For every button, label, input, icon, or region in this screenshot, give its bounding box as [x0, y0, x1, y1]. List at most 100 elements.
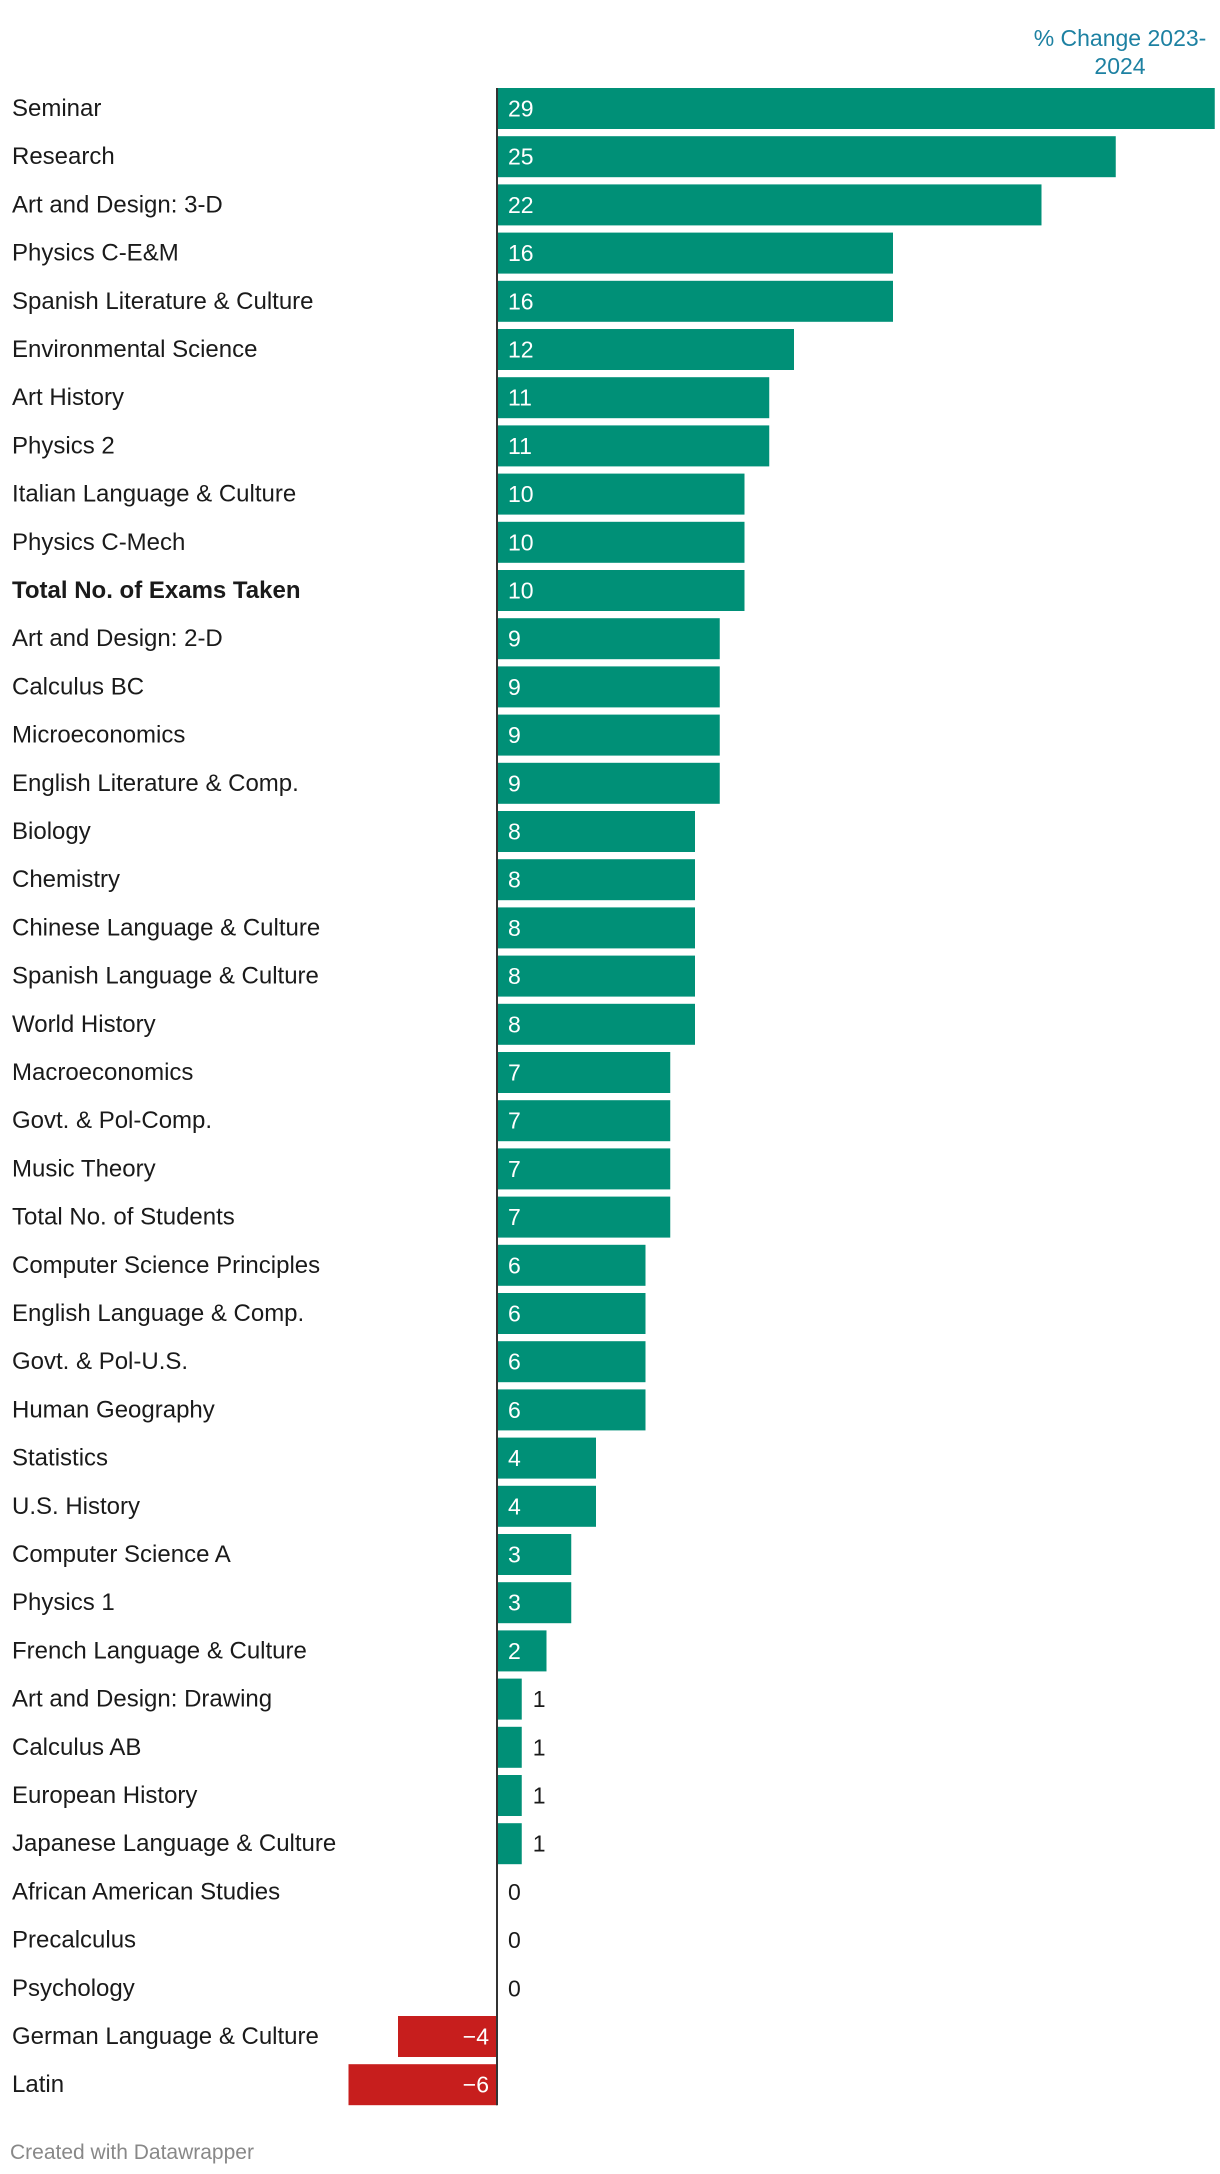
bar — [497, 1196, 671, 1238]
category-label: Psychology — [12, 1975, 135, 2002]
value-label: 4 — [508, 1445, 521, 1471]
category-label: Japanese Language & Culture — [12, 1830, 336, 1857]
value-label: 8 — [508, 915, 521, 941]
category-label: Italian Language & Culture — [12, 481, 296, 508]
bar — [497, 1293, 646, 1334]
bar — [497, 280, 893, 322]
category-label: Seminar — [12, 95, 101, 122]
category-label: World History — [12, 1011, 156, 1038]
value-label: −6 — [463, 2072, 489, 2098]
value-label: 2 — [508, 1638, 521, 1664]
bar — [497, 1823, 522, 1865]
category-label: Environmental Science — [12, 336, 257, 363]
value-label: 1 — [533, 1783, 546, 1809]
bar — [497, 1630, 547, 1672]
category-label: Total No. of Exams Taken — [12, 577, 301, 604]
category-label: Spanish Literature & Culture — [12, 288, 314, 315]
category-label: Physics C-E&M — [12, 240, 179, 267]
bar — [497, 1003, 695, 1045]
value-label: 1 — [533, 1734, 546, 1760]
value-label: 8 — [508, 819, 521, 845]
value-label: 9 — [508, 722, 521, 748]
value-label: 7 — [508, 1156, 521, 1182]
category-label: Human Geography — [12, 1396, 215, 1423]
bar — [497, 1341, 646, 1383]
bar — [497, 329, 794, 370]
value-label: 7 — [508, 1204, 521, 1230]
category-label: Macroeconomics — [12, 1059, 193, 1086]
bar — [348, 2064, 497, 2106]
bar — [497, 1100, 671, 1142]
bar — [497, 1678, 522, 1720]
bar — [497, 618, 720, 660]
category-label: Computer Science A — [12, 1541, 231, 1568]
bar — [497, 425, 770, 467]
bar — [497, 1775, 522, 1816]
category-label: Spanish Language & Culture — [12, 963, 319, 990]
footer-credit: Created with Datawrapper — [10, 2141, 254, 2164]
value-label: 8 — [508, 963, 521, 989]
bar — [497, 955, 695, 997]
value-label: 1 — [533, 1831, 546, 1857]
value-label: 10 — [508, 529, 534, 555]
bar — [497, 1052, 671, 1093]
category-label: Chemistry — [12, 866, 120, 893]
value-label: 8 — [508, 867, 521, 893]
value-label: 0 — [508, 1975, 521, 2001]
value-label: 7 — [508, 1060, 521, 1086]
category-label: Physics 2 — [12, 432, 115, 459]
category-label: German Language & Culture — [12, 2023, 319, 2050]
category-label: Total No. of Students — [12, 1204, 235, 1231]
category-label: African American Studies — [12, 1878, 280, 1905]
value-label: −4 — [463, 2024, 489, 2050]
value-label: 10 — [508, 481, 534, 507]
category-label: Calculus AB — [12, 1734, 141, 1761]
value-label: 12 — [508, 337, 534, 363]
value-label: 8 — [508, 1011, 521, 1037]
value-label: 6 — [508, 1349, 521, 1375]
bar — [497, 1582, 572, 1624]
value-label: 9 — [508, 674, 521, 700]
bar — [497, 666, 720, 708]
value-label: 16 — [508, 288, 534, 314]
category-label: Govt. & Pol-Comp. — [12, 1107, 212, 1134]
bar — [398, 2016, 497, 2057]
category-label: Biology — [12, 818, 91, 845]
bar — [497, 762, 720, 804]
category-label: European History — [12, 1782, 197, 1809]
bar — [497, 377, 770, 419]
bar — [497, 232, 893, 274]
value-label: 11 — [508, 385, 532, 411]
bar — [497, 811, 695, 852]
bar — [497, 1485, 596, 1527]
category-label: Statistics — [12, 1445, 108, 1472]
bar — [497, 1389, 646, 1431]
category-label: Microeconomics — [12, 722, 185, 749]
value-label: 0 — [508, 1879, 521, 1905]
bar — [497, 1437, 596, 1479]
column-header: % Change 2023-2024 — [1033, 25, 1207, 79]
bar — [497, 473, 745, 515]
value-label: 29 — [508, 96, 534, 122]
bar — [497, 859, 695, 901]
category-labels: Seminar Research Art and Design: 3-D Physic… — [12, 95, 336, 2098]
value-label: 4 — [508, 1493, 521, 1519]
category-label: Art History — [12, 384, 124, 411]
category-label: Govt. & Pol-U.S. — [12, 1348, 188, 1375]
category-label: French Language & Culture — [12, 1637, 307, 1664]
category-label: Research — [12, 143, 115, 170]
category-label: English Literature & Comp. — [12, 770, 299, 797]
value-label: 22 — [508, 192, 534, 218]
value-label: 25 — [508, 144, 534, 170]
bar — [497, 1534, 572, 1575]
category-label: Latin — [12, 2071, 64, 2098]
value-label: 1 — [533, 1686, 546, 1712]
category-label: English Language & Comp. — [12, 1300, 304, 1327]
value-label: 6 — [508, 1301, 521, 1327]
bar — [497, 1726, 522, 1768]
category-label: Art and Design: 3-D — [12, 191, 223, 218]
value-label: 6 — [508, 1252, 521, 1278]
bars — [348, 88, 1215, 2106]
category-label: Physics 1 — [12, 1589, 115, 1616]
bar — [497, 907, 695, 949]
